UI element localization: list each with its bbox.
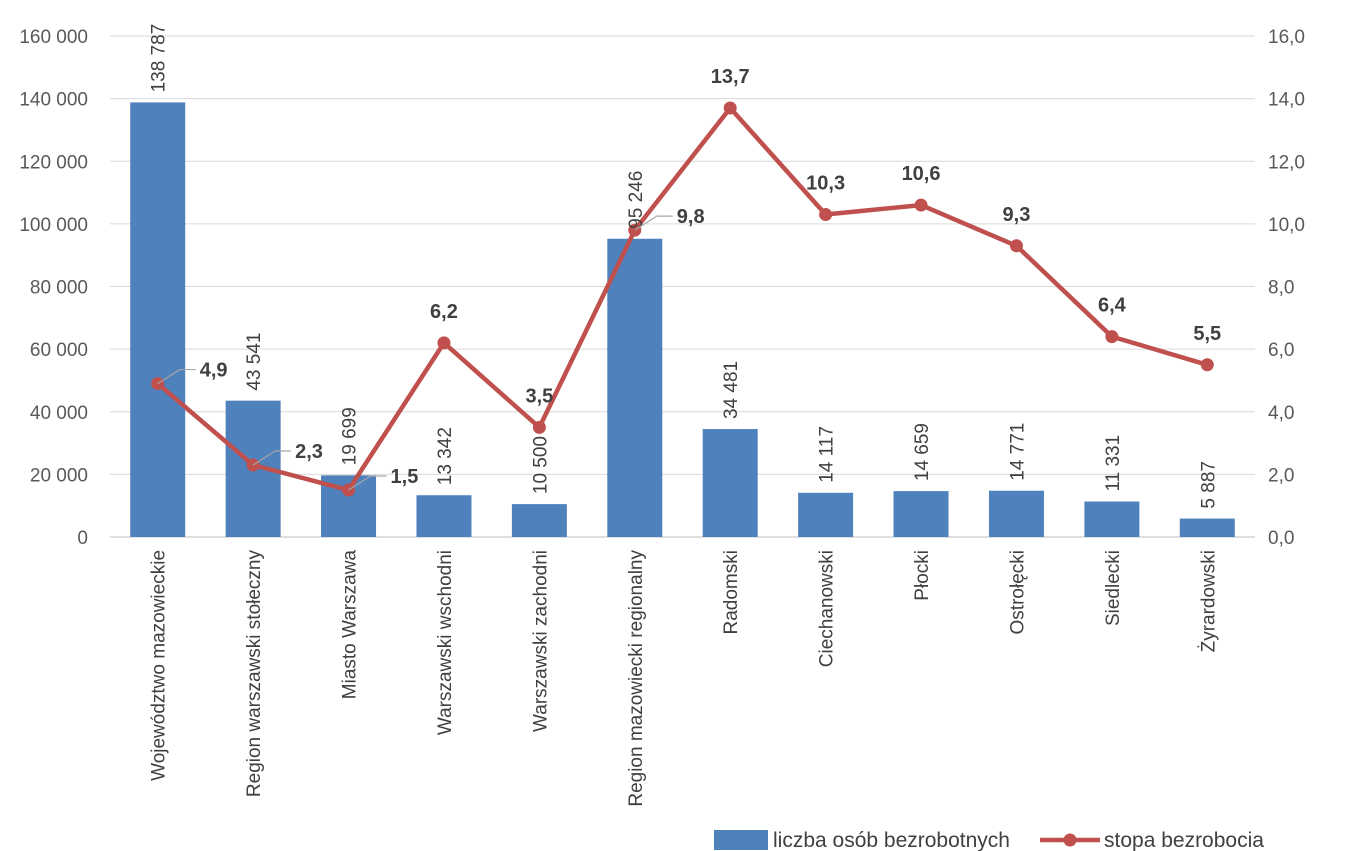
bar	[130, 102, 186, 537]
category-label: Warszawski wschodni	[435, 550, 456, 735]
category-label: Region warszawski stołeczny	[244, 550, 265, 798]
legend-line-label: stopa bezrobocia	[1104, 829, 1264, 851]
category-label: Województwo mazowieckie	[149, 550, 170, 781]
rate-leader-line	[348, 475, 387, 491]
data-labels: 138 787 43 541 19 699 13 342 10 500 95 246 34 …	[149, 24, 1221, 509]
rate-point	[723, 101, 737, 115]
bar-value-label: 14 771	[1007, 423, 1028, 481]
category-label: Region mazowiecki regionalny	[626, 550, 647, 807]
y-right-tick-label: 16,0	[1268, 27, 1305, 48]
bar-value-label: 138 787	[149, 24, 170, 93]
y-left-tick-label: 80 000	[30, 278, 88, 299]
bar-value-label: 14 117	[817, 426, 838, 483]
bar-value-label: 11 331	[1103, 435, 1124, 492]
y-right-tick-label: 2,0	[1268, 465, 1294, 486]
y-right-tick-label: 10,0	[1268, 215, 1305, 236]
category-label: Płocki	[912, 550, 933, 601]
category-label: Warszawski zachodni	[530, 550, 551, 732]
bar	[511, 504, 567, 537]
bar	[798, 492, 854, 537]
y-right-tick-label: 4,0	[1268, 403, 1294, 424]
category-label: Żyrardowski	[1198, 550, 1219, 652]
bar-value-label: 43 541	[244, 333, 265, 391]
y-left-tick-label: 120 000	[19, 152, 88, 173]
bar	[702, 429, 758, 537]
bar-value-label: 19 699	[340, 407, 361, 465]
rate-value-label: 6,2	[430, 301, 458, 323]
rate-value-label: 1,5	[391, 466, 419, 488]
rate-point	[819, 207, 833, 221]
bar	[1179, 518, 1235, 537]
rate-value-label: 3,5	[525, 385, 553, 407]
bar-value-label: 14 659	[912, 423, 933, 481]
rate-point	[914, 198, 928, 212]
legend-bar-label: liczba osób bezrobotnych	[773, 829, 1010, 851]
rate-value-label: 13,7	[711, 66, 750, 88]
bar	[607, 238, 663, 537]
category-label: Radomski	[721, 550, 742, 634]
rate-leader-line	[157, 368, 196, 385]
y-axis-left: 0 20 000 40 000 60 000 80 000 100 000 120 000 1…	[19, 27, 88, 549]
legend-line-marker	[1063, 833, 1077, 847]
rate-point	[532, 420, 546, 434]
category-label: Siedlecki	[1103, 550, 1124, 626]
bar-value-label: 34 481	[721, 361, 742, 419]
category-label: Miasto Warszawa	[340, 550, 361, 700]
gridlines	[110, 35, 1255, 538]
bar	[988, 490, 1044, 537]
bar-value-label: 5 887	[1198, 461, 1219, 509]
y-right-tick-label: 8,0	[1268, 278, 1294, 299]
y-left-tick-label: 0	[77, 528, 88, 549]
rate-line	[156, 105, 1208, 493]
legend-bar-swatch	[714, 830, 768, 850]
rate-value-label: 5,5	[1193, 323, 1221, 345]
y-left-tick-label: 140 000	[19, 90, 88, 111]
y-axis-right: 0,0 2,0 4,0 6,0 8,0 10,0 12,0 14,0 16,0	[1268, 27, 1305, 549]
bar-value-label: 13 342	[435, 427, 456, 485]
rate-value-label: 10,6	[902, 163, 941, 185]
rate-point	[1200, 358, 1214, 372]
rate-value-label: 2,3	[295, 441, 323, 463]
bar-value-label: 10 500	[530, 436, 551, 494]
legend: liczba osób bezrobotnych stopa bezroboci…	[714, 829, 1264, 851]
y-left-tick-label: 100 000	[19, 215, 88, 236]
rate-value-label: 9,3	[1003, 204, 1031, 226]
rate-leader-line	[634, 215, 673, 231]
y-right-tick-label: 12,0	[1268, 152, 1305, 173]
y-right-tick-label: 14,0	[1268, 90, 1305, 111]
y-left-tick-label: 160 000	[19, 27, 88, 48]
rate-value-label: 10,3	[806, 172, 845, 194]
x-axis-categories: Województwo mazowieckie Region warszawski…	[149, 550, 1220, 807]
rate-point	[437, 336, 451, 350]
y-left-tick-label: 40 000	[30, 403, 88, 424]
rate-point	[1009, 239, 1023, 253]
y-left-tick-label: 60 000	[30, 340, 88, 361]
rate-leader-line	[252, 450, 292, 466]
y-right-tick-label: 6,0	[1268, 340, 1294, 361]
y-right-tick-label: 0,0	[1268, 528, 1294, 549]
bar	[416, 495, 472, 537]
bar-value-label: 95 246	[626, 171, 647, 229]
rate-point	[1105, 330, 1119, 344]
bar	[1084, 501, 1140, 537]
category-label: Ostrołęcki	[1007, 550, 1028, 634]
rate-value-label: 9,8	[677, 206, 705, 228]
y-left-tick-label: 20 000	[30, 465, 88, 486]
rate-value-label: 4,9	[200, 360, 228, 382]
rate-value-label: 6,4	[1098, 295, 1127, 317]
category-label: Ciechanowski	[817, 550, 838, 667]
bar	[893, 491, 949, 537]
